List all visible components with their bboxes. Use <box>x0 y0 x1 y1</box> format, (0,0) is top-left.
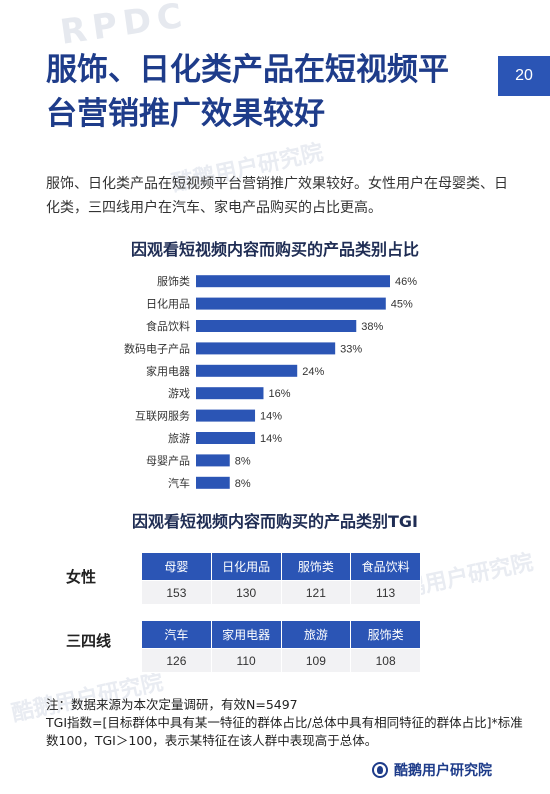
value-label: 14% <box>260 411 282 423</box>
footer-brand: 酷鹅用户研究院 <box>372 760 492 780</box>
bar-chart: 服饰类 46% 日化用品 45% 食品饮料 38% 数码电子产品 33% 家用电器 24% 游戏 16… <box>124 274 417 490</box>
value-label: 24% <box>302 366 324 378</box>
tgi-header-cell: 旅游 <box>280 620 352 649</box>
value-label: 14% <box>260 433 282 445</box>
tgi-value-cell: 121 <box>280 580 352 605</box>
category-label: 游戏 <box>168 387 190 400</box>
tgi-value-cell: 109 <box>280 648 352 673</box>
bar-chart-title: 因观看短视频内容而购买的产品类别占比 <box>130 240 419 259</box>
tgi-value-cell: 130 <box>210 580 282 605</box>
page-number-badge: 20 <box>498 56 550 96</box>
footnotes: 注：数据来源为本次定量调研，有效N=5497 TGI指数=[目标群体中具有某一特… <box>46 696 526 750</box>
bar <box>196 320 357 332</box>
value-label: 16% <box>268 388 290 400</box>
value-label: 8% <box>235 478 251 490</box>
category-label: 母婴产品 <box>146 453 190 467</box>
tgi-header-cell: 汽车 <box>141 620 212 649</box>
value-label: 45% <box>391 299 413 311</box>
tgi-table-female: 母婴 日化用品 服饰类 食品饮料 153 130 121 113 <box>141 552 421 605</box>
category-label: 汽车 <box>168 476 190 490</box>
watermark-rpdc: RPDC <box>57 0 191 53</box>
footnote-tgi-definition: TGI指数=[目标群体中具有某一特征的群体占比/总体中具有相同特征的群体占比]*… <box>46 715 523 748</box>
value-label: 8% <box>235 455 251 467</box>
tgi-group-label-female: 女性 <box>66 568 97 586</box>
category-label: 家用电器 <box>146 364 190 378</box>
bar <box>196 454 230 467</box>
bar <box>196 275 390 288</box>
bar <box>196 364 298 377</box>
bar <box>196 297 386 310</box>
page-title: 服饰、日化类产品在短视频平台营销推广效果较好 <box>46 52 449 132</box>
tgi-table-lower-tier: 汽车 家用电器 旅游 服饰类 126 110 109 108 <box>141 620 421 673</box>
tgi-value-cell: 110 <box>210 648 282 673</box>
tgi-value-cell: 113 <box>350 580 421 605</box>
category-label: 数码电子产品 <box>124 341 190 355</box>
penguin-logo-icon <box>372 762 388 778</box>
bar <box>196 409 256 422</box>
category-label: 服饰类 <box>157 274 190 288</box>
bar <box>196 432 256 444</box>
tgi-header-cell: 母婴 <box>141 552 212 581</box>
tgi-header-cell: 日化用品 <box>210 552 282 581</box>
footnote-source: 注：数据来源为本次定量调研，有效N=5497 <box>46 697 298 712</box>
value-label: 38% <box>361 321 383 333</box>
tgi-header-cell: 食品饮料 <box>350 552 421 581</box>
lead-paragraph: 服饰、日化类产品在短视频平台营销推广效果较好。女性用户在母婴类、日化类，三四线用… <box>46 176 508 216</box>
tgi-value-cell: 126 <box>141 648 212 673</box>
category-label: 互联网服务 <box>135 410 190 423</box>
category-label: 日化用品 <box>146 297 190 311</box>
tgi-value-cell: 153 <box>141 580 212 605</box>
tgi-value-cell: 108 <box>350 648 421 673</box>
category-label: 旅游 <box>168 431 190 445</box>
category-label: 食品饮料 <box>146 319 190 333</box>
bar <box>196 387 264 400</box>
value-label: 46% <box>395 276 417 288</box>
tgi-header-cell: 服饰类 <box>280 552 352 581</box>
tgi-header-cell: 家用电器 <box>210 620 282 649</box>
bar <box>196 476 230 489</box>
value-label: 33% <box>340 343 362 355</box>
bar <box>196 342 336 355</box>
tgi-group-label-lower-tier: 三四线 <box>66 632 112 650</box>
footer-brand-name: 酷鹅用户研究院 <box>394 763 492 779</box>
tgi-header-cell: 服饰类 <box>350 620 421 649</box>
tgi-table-title: 因观看短视频内容而购买的产品类别TGI <box>131 512 418 531</box>
